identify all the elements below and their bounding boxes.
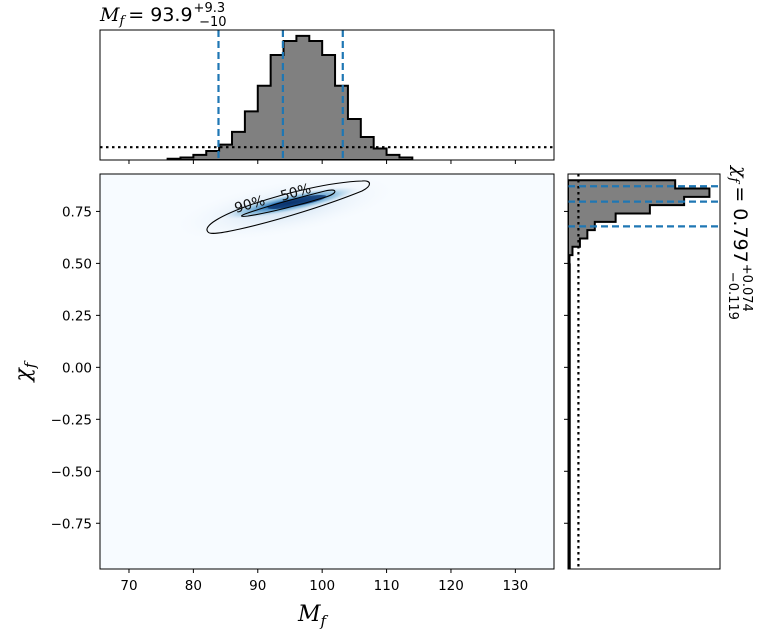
x-tick-label-3: 100 (309, 578, 335, 594)
right-panel-yticks (564, 210, 568, 524)
x-axis-ticks: 70 80 90 100 110 120 130 (120, 569, 528, 594)
top-marginal-panel: Mf = 93.9+9.3 −10 (99, 1, 555, 164)
x-tick-label-4: 110 (374, 578, 400, 594)
joint-panel: 90% 50% 70 80 90 100 110 120 130 0.750.500.250… (11, 173, 555, 630)
y-axis-label: χf (11, 360, 39, 383)
top-panel-frame (99, 29, 555, 161)
right-panel-frame (567, 173, 721, 570)
y-tick-label-5: −0.50 (51, 464, 92, 480)
contour-50 (241, 189, 336, 217)
x-tick-label-0: 70 (120, 578, 137, 594)
mf-histogram-bars (166, 34, 414, 160)
y-tick-label-0: 0.75 (62, 204, 92, 220)
density-peak (267, 195, 327, 209)
joint-panel-frame (99, 173, 555, 570)
density-map: 90% 50% (176, 176, 394, 240)
chi-title: χf= 0.797+0.074−0.119 (725, 164, 754, 320)
joint-panel-background (100, 174, 554, 569)
right-panel-background (568, 174, 720, 569)
top-panel-xticks (128, 160, 516, 164)
x-tick-label-6: 130 (502, 578, 528, 594)
y-axis-ticks: 0.75 0.50 0.25 0.00 −0.25 −0.50 −0.75 (51, 204, 100, 532)
x-tick-label-5: 120 (438, 578, 464, 594)
mf-title: Mf = 93.9+9.3 −10 (99, 1, 227, 30)
x-tick-label-2: 90 (249, 578, 266, 594)
x-tick-label-1: 80 (185, 578, 202, 594)
chi-quantile-lines (568, 185, 720, 228)
y-tick-label-4: −0.25 (51, 412, 92, 428)
x-axis-label: Mf (297, 602, 329, 630)
y-tick-label-6: −0.75 (51, 516, 92, 532)
contour-90 (206, 180, 371, 234)
y-tick-label-3: 0.00 (62, 360, 92, 376)
y-tick-label-1: 0.50 (62, 256, 92, 272)
mf-histogram (166, 34, 414, 160)
right-marginal-panel: χf= 0.797+0.074−0.119 (564, 164, 754, 570)
y-tick-label-2: 0.25 (62, 308, 92, 324)
